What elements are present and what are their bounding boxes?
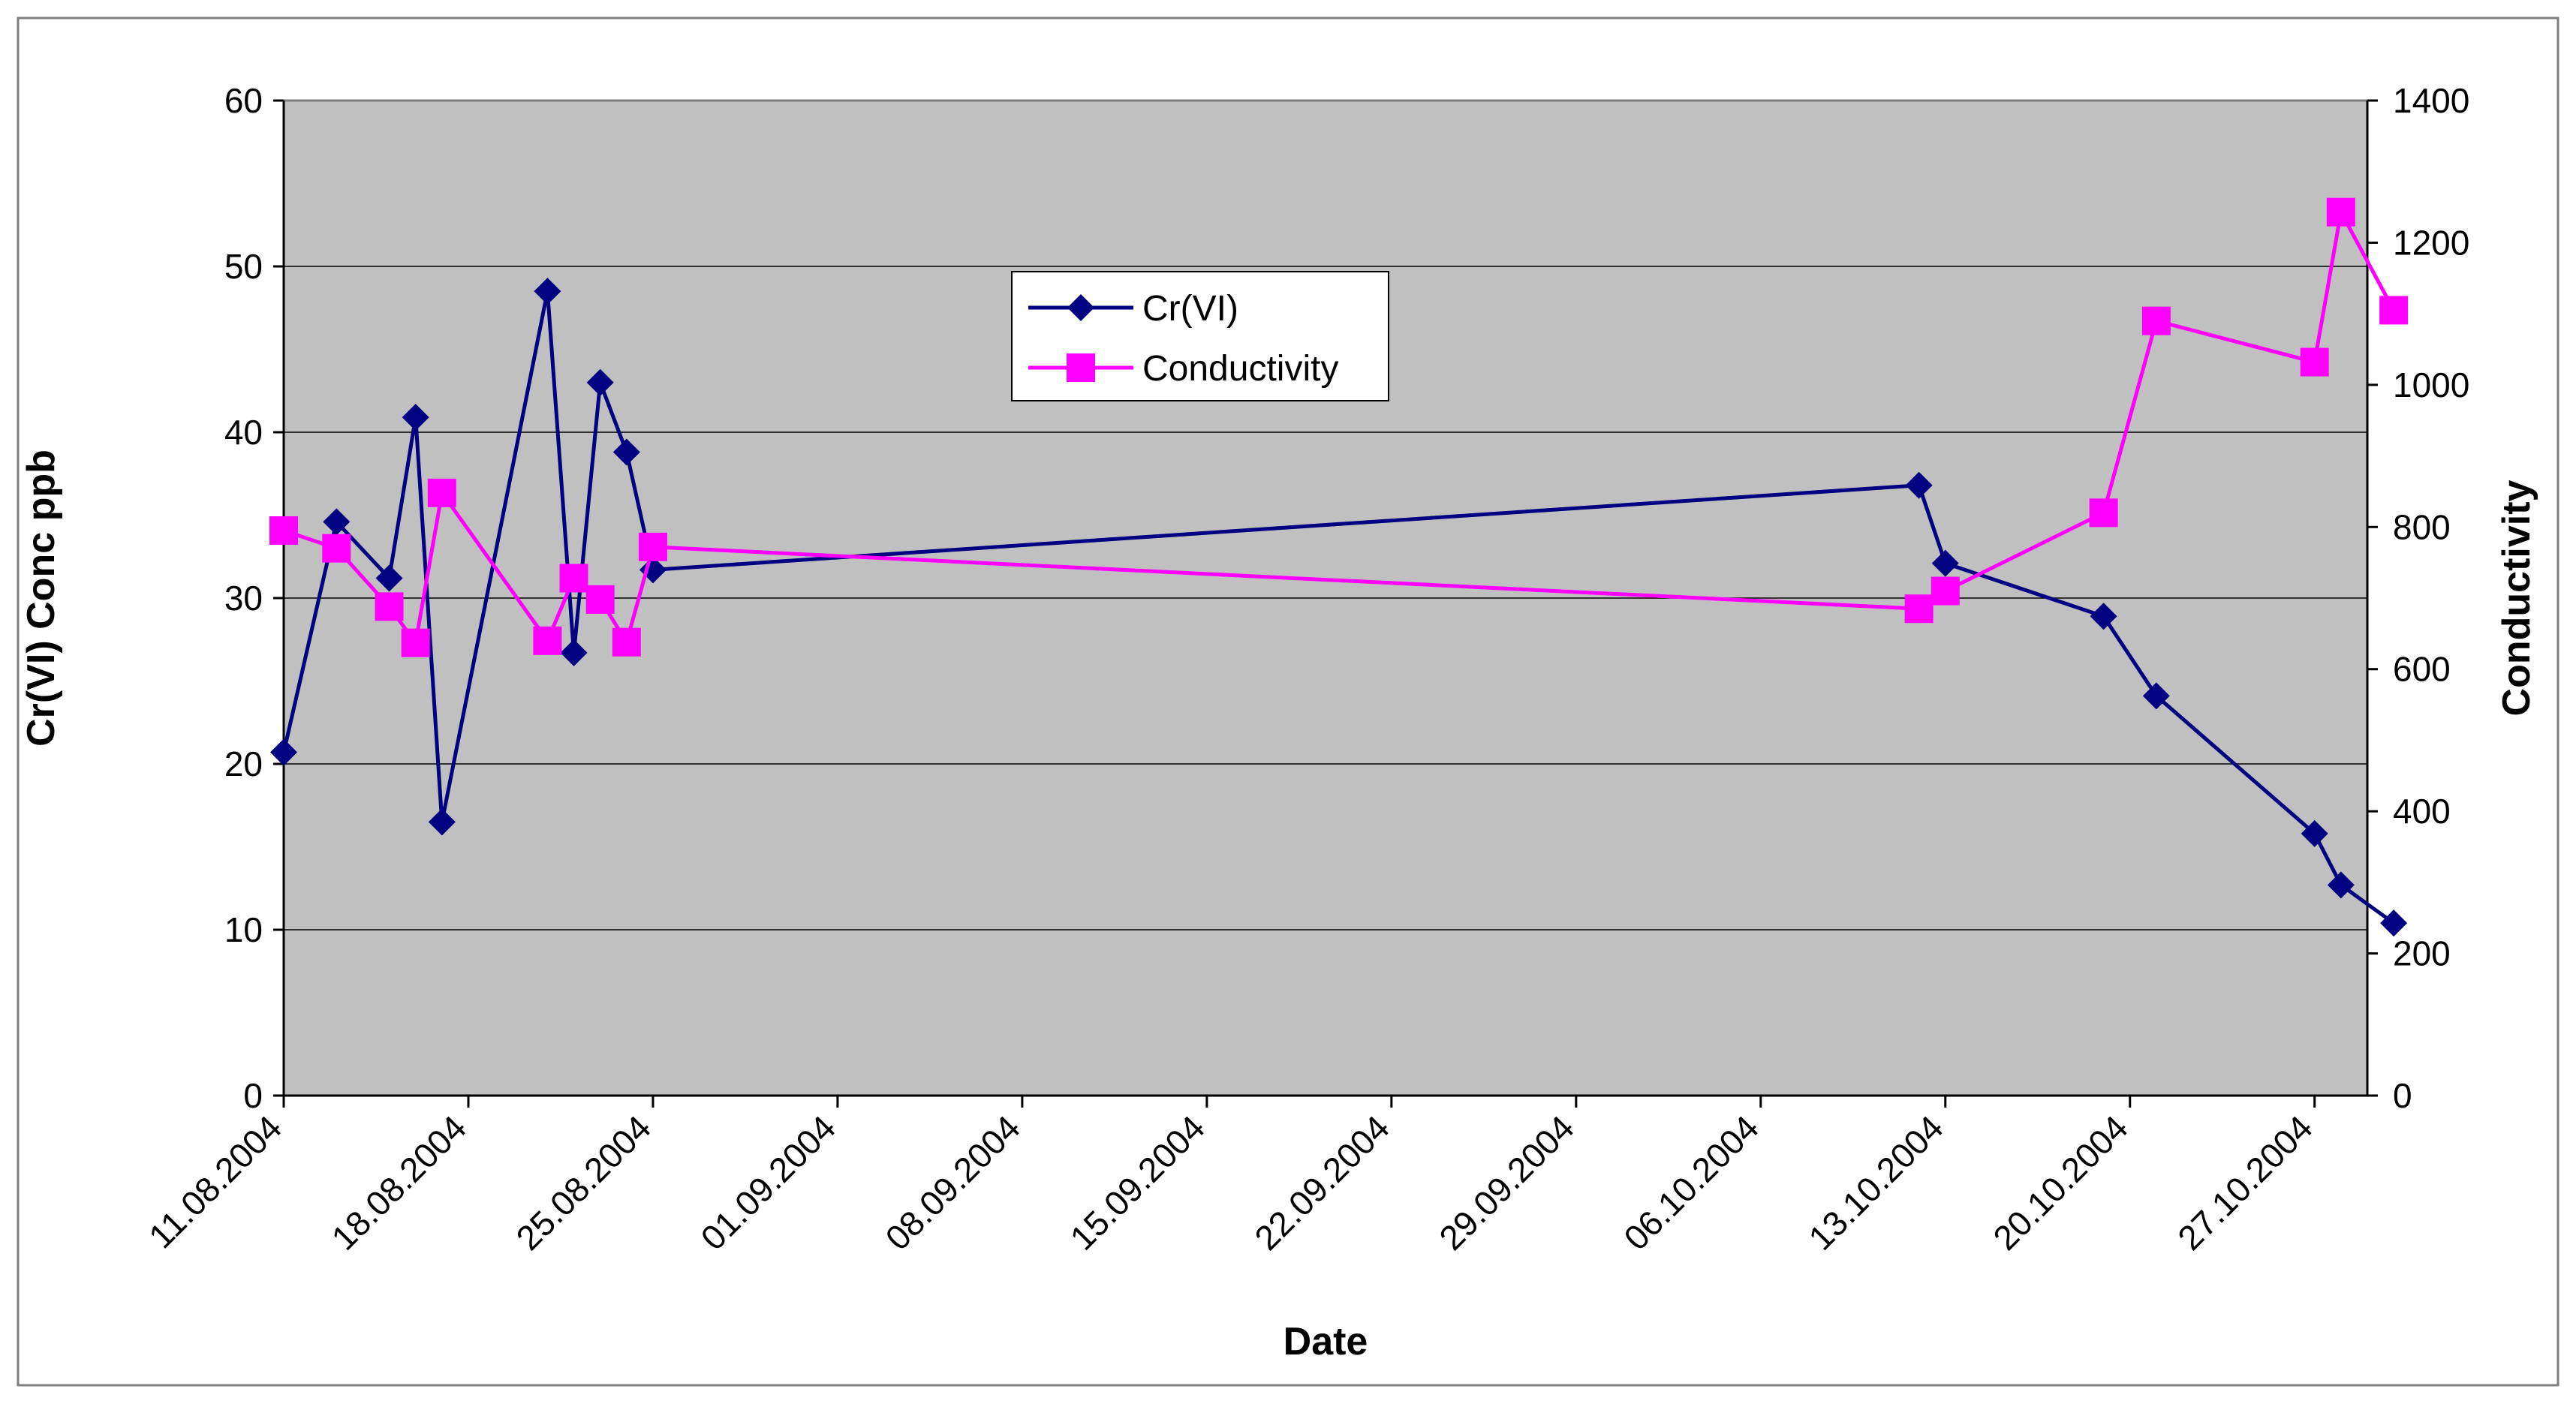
data-point [2089, 498, 2118, 528]
data-point [322, 534, 351, 563]
data-point [585, 585, 615, 614]
data-point [427, 478, 456, 507]
series-cr-vi [270, 278, 2408, 937]
data-point [612, 627, 641, 657]
data-point [1931, 549, 1959, 577]
data-point [638, 532, 667, 561]
data-point [401, 628, 430, 657]
series [269, 197, 2409, 937]
x-axis-title: Date [1283, 1320, 1368, 1363]
y-axis-right-ticks: 0 200 400 600 800 1000 1200 1400 [2367, 81, 2469, 1115]
data-point [269, 516, 298, 546]
data-point [559, 564, 588, 593]
data-point [270, 738, 297, 766]
y-right-tick-label: 600 [2393, 650, 2451, 689]
data-point [560, 639, 588, 666]
y-left-tick-label: 20 [224, 744, 263, 783]
y-right-tick-label: 400 [2393, 792, 2451, 831]
legend-label-conductivity: Conductivity [1142, 349, 1338, 389]
series-conductivity [269, 197, 2409, 657]
data-point [428, 808, 456, 836]
y-right-tick-label: 200 [2393, 934, 2451, 973]
data-point [612, 438, 640, 466]
data-point [2326, 197, 2355, 227]
legend-marker-cr-vi [1067, 294, 1094, 321]
y-right-tick-label: 1000 [2393, 365, 2469, 404]
y-left-tick-label: 10 [224, 910, 263, 949]
data-point [323, 508, 351, 536]
data-point [402, 404, 429, 431]
y-right-tick-label: 800 [2393, 507, 2451, 546]
y-left-tick-label: 50 [224, 247, 263, 286]
data-point [534, 278, 561, 305]
y-right-tick-label: 1400 [2393, 81, 2469, 120]
y-left-tick-label: 40 [224, 413, 263, 452]
data-point [2379, 296, 2409, 325]
data-point [2327, 871, 2355, 899]
data-point [1930, 576, 1960, 606]
data-point [375, 564, 403, 592]
y-left-tick-label: 0 [243, 1076, 263, 1115]
data-point [533, 626, 562, 655]
y-left-tick-label: 60 [224, 81, 263, 120]
legend-marker-conductivity [1067, 353, 1095, 382]
data-point [2141, 306, 2171, 335]
gridlines [284, 266, 2367, 930]
data-point [1905, 471, 1933, 499]
data-point [1904, 594, 1934, 624]
data-point [375, 592, 404, 621]
y-axis-left-title: Cr(VI) Conc ppb [20, 449, 63, 747]
data-point [2142, 682, 2170, 710]
y-right-tick-label: 1200 [2393, 223, 2469, 262]
y-axis-left-ticks: 0 10 20 30 40 50 60 [224, 81, 284, 1115]
data-point [2301, 819, 2328, 847]
legend-label-cr-vi: Cr(VI) [1142, 289, 1238, 329]
data-point [2090, 603, 2117, 630]
y-left-tick-label: 30 [224, 579, 263, 618]
data-point [586, 368, 614, 396]
legend: Cr(VI) Conductivity [1011, 271, 1389, 401]
data-point [2380, 909, 2408, 937]
data-point [2300, 347, 2329, 377]
y-axis-right-title: Conductivity [2495, 480, 2538, 716]
y-right-tick-label: 0 [2393, 1076, 2412, 1115]
